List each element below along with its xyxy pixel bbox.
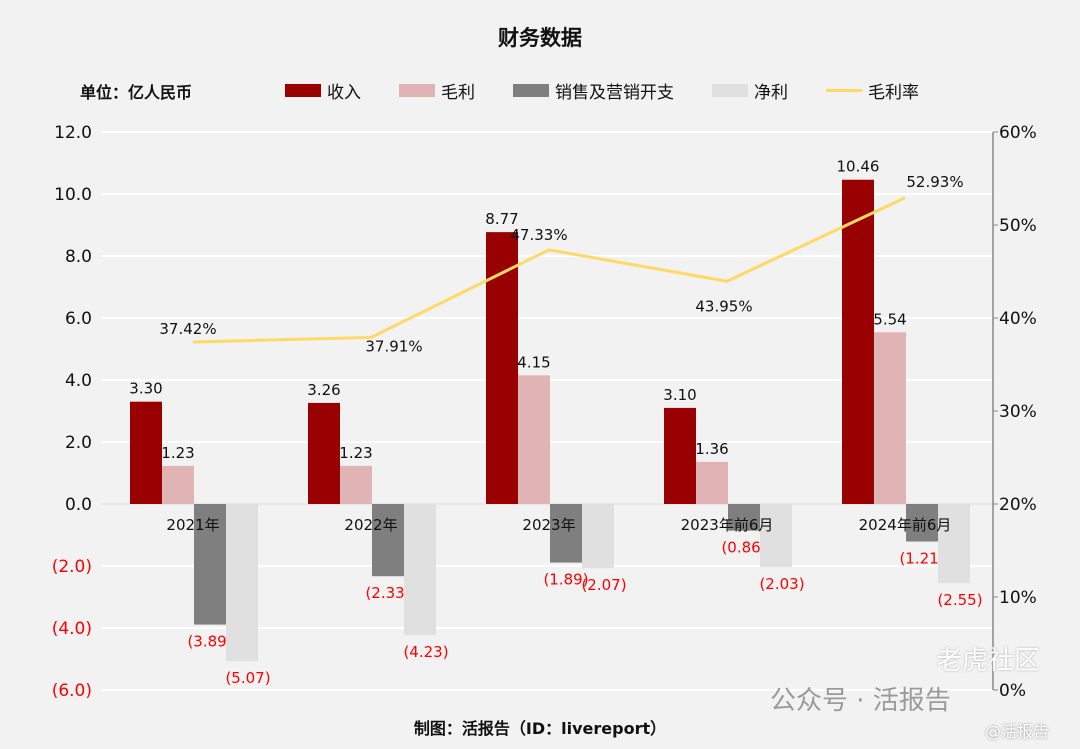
chart-title: 财务数据 bbox=[498, 26, 582, 50]
legend-label: 销售及营销开支 bbox=[555, 83, 674, 103]
y-tick-label: 6.0 bbox=[65, 309, 92, 329]
data-label: 1.23 bbox=[339, 444, 372, 462]
y-tick-label: 10.0 bbox=[54, 185, 92, 205]
data-label: 3.30 bbox=[129, 380, 162, 398]
bar-2 bbox=[906, 504, 938, 542]
data-label: 3.26 bbox=[307, 381, 340, 399]
bar-0 bbox=[664, 407, 696, 504]
bar-3 bbox=[404, 504, 436, 636]
x-tick-label: 2022年 bbox=[344, 516, 397, 534]
data-label: 5.54 bbox=[873, 310, 906, 328]
y-tick-label: 4.0 bbox=[65, 371, 92, 391]
bar-3 bbox=[760, 504, 792, 567]
watermark: 公众号 · 活报告 bbox=[770, 686, 951, 716]
bar-1 bbox=[696, 461, 728, 504]
data-label: (2.33) bbox=[365, 584, 410, 602]
margin-label: 43.95% bbox=[695, 297, 752, 315]
x-tick-label: 2023年 bbox=[522, 516, 575, 534]
y2-tick-label: 10% bbox=[999, 588, 1037, 608]
x-tick-label: 2024年前6月 bbox=[859, 516, 952, 534]
bar-2 bbox=[728, 504, 760, 531]
y-tick-label: (4.0) bbox=[52, 619, 92, 639]
y2-tick-label: 50% bbox=[999, 216, 1037, 236]
data-label: (5.07) bbox=[225, 669, 270, 687]
unit-label: 单位：亿人民币 bbox=[80, 83, 193, 102]
legend-label: 毛利 bbox=[441, 83, 475, 103]
data-label: (0.86) bbox=[721, 539, 766, 557]
x-tick-label: 2021年 bbox=[166, 516, 219, 534]
bar-3 bbox=[582, 504, 614, 569]
bar-0 bbox=[308, 402, 340, 504]
y-tick-label: (6.0) bbox=[52, 681, 92, 701]
y2-tick-label: 30% bbox=[999, 402, 1037, 422]
bar-0 bbox=[842, 179, 874, 505]
y-tick-label: 2.0 bbox=[65, 433, 92, 453]
bar-2 bbox=[372, 504, 404, 577]
y2-tick-label: 60% bbox=[999, 123, 1037, 143]
legend-item-revenue: 收入 bbox=[285, 78, 361, 103]
bar-1 bbox=[874, 332, 906, 504]
legend-item-gross-profit: 毛利 bbox=[399, 78, 475, 103]
bar-3 bbox=[226, 504, 258, 662]
data-label: (4.23) bbox=[403, 643, 448, 661]
gross-margin-line bbox=[192, 196, 906, 344]
data-label: 1.23 bbox=[161, 444, 194, 462]
legend-item-net-profit: 净利 bbox=[712, 78, 788, 103]
x-tick-label: 2023年前6月 bbox=[681, 516, 774, 534]
margin-label: 37.42% bbox=[159, 320, 216, 338]
footer-credit: 制图：活报告（ID：livereport） bbox=[413, 719, 667, 738]
data-label: (3.89) bbox=[187, 633, 232, 651]
data-label: (1.21) bbox=[899, 550, 944, 568]
data-label: (1.89) bbox=[543, 571, 588, 589]
legend: 收入 毛利 销售及营销开支 净利 毛利率 bbox=[285, 78, 957, 103]
margin-label: 47.33% bbox=[510, 226, 567, 244]
legend-label: 净利 bbox=[754, 83, 788, 103]
y-tick-label: (2.0) bbox=[52, 557, 92, 577]
margin-label: 52.93% bbox=[906, 173, 963, 191]
y2-tick-label: 40% bbox=[999, 309, 1037, 329]
data-label: 10.46 bbox=[837, 158, 880, 176]
legend-swatch bbox=[513, 84, 549, 97]
y2-tick-label: 0% bbox=[999, 681, 1026, 701]
legend-swatch bbox=[712, 84, 748, 97]
data-label: (2.55) bbox=[937, 591, 982, 609]
data-label: 8.77 bbox=[485, 210, 518, 228]
legend-item-gross-margin: 毛利率 bbox=[826, 78, 919, 103]
bar-0 bbox=[130, 401, 162, 504]
bar-2 bbox=[550, 504, 582, 563]
legend-label: 收入 bbox=[327, 83, 361, 103]
data-label: 4.15 bbox=[517, 353, 550, 371]
data-label: (2.03) bbox=[759, 575, 804, 593]
bar-1 bbox=[518, 375, 550, 504]
legend-swatch bbox=[285, 84, 321, 97]
y-tick-label: 0.0 bbox=[65, 495, 92, 515]
legend-item-sales-expense: 销售及营销开支 bbox=[513, 78, 674, 103]
data-label: (2.07) bbox=[581, 576, 626, 594]
bar-2 bbox=[194, 504, 226, 625]
data-label: 3.10 bbox=[663, 386, 696, 404]
data-label: 1.36 bbox=[695, 440, 728, 458]
watermark-corner: 老虎社区 bbox=[936, 646, 1041, 676]
legend-line bbox=[826, 89, 862, 92]
legend-swatch bbox=[399, 84, 435, 97]
bar-1 bbox=[162, 465, 194, 504]
y2-tick-label: 20% bbox=[999, 495, 1037, 515]
watermark-sub: @活报告 bbox=[985, 722, 1050, 741]
y-tick-label: 8.0 bbox=[65, 247, 92, 267]
legend-label: 毛利率 bbox=[868, 83, 919, 103]
bar-1 bbox=[340, 465, 372, 504]
margin-label: 37.91% bbox=[365, 337, 422, 355]
y-tick-label: 12.0 bbox=[54, 123, 92, 143]
bar-3 bbox=[938, 504, 970, 584]
